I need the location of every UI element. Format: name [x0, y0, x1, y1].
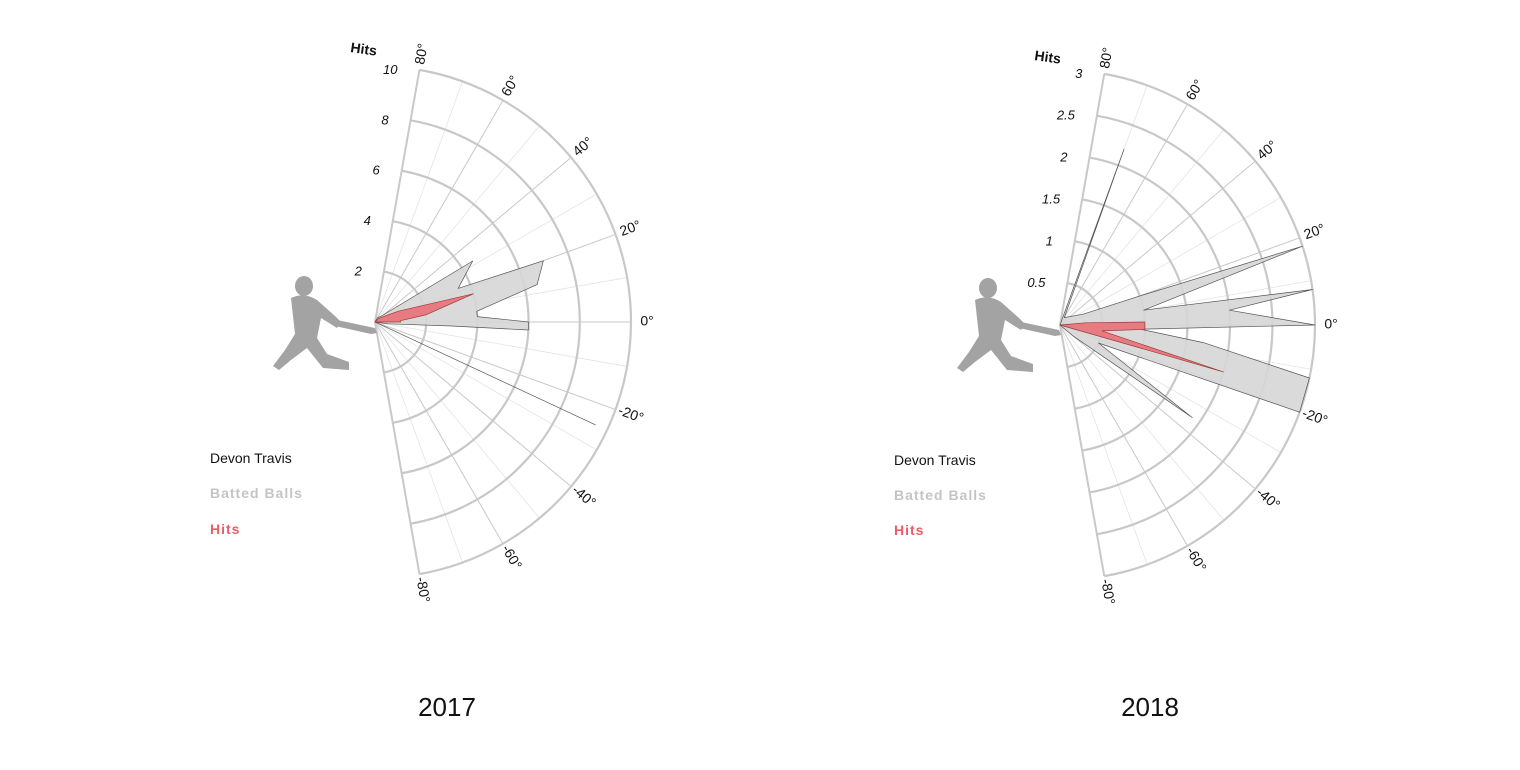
angle-tick-label: -40°	[569, 481, 599, 510]
grid-ring	[410, 119, 581, 525]
r-tick-label: 0.5	[1027, 275, 1046, 290]
series-batted-balls-area	[1059, 148, 1316, 418]
r-tick-label: 2	[354, 264, 363, 279]
series-batted-balls-area	[374, 260, 596, 426]
legend-batted-balls: Batted Balls	[210, 485, 303, 501]
grid-edge	[374, 321, 421, 575]
batter-silhouette-icon	[273, 276, 377, 370]
grid-spoke	[374, 321, 616, 411]
angle-tick-label: 20°	[1302, 220, 1327, 242]
angle-tick-label: 20°	[617, 217, 642, 239]
r-tick-label: 6	[372, 163, 380, 178]
grid-ring	[419, 68, 633, 576]
legend-hits: Hits	[210, 521, 240, 537]
angle-tick-label: -80°	[413, 576, 433, 604]
grid-edge	[1059, 324, 1106, 577]
series-layer	[374, 260, 596, 426]
series-hits-area	[1059, 321, 1224, 373]
grid-spoke	[374, 157, 572, 323]
r-tick-label: 2.5	[1056, 108, 1076, 123]
angle-tick-label: -60°	[499, 542, 526, 572]
chart-2018: 0.5 1 1.5 2 2.5 3 80° 60° 40° 20° 0° -20° -40° -60° -8…	[894, 46, 1338, 722]
legend-player: Devon Travis	[894, 452, 976, 468]
angle-tick-label: 60°	[1182, 76, 1206, 102]
grid-edge	[374, 69, 421, 323]
chart-2017: 2 4 6 8 10 80° 60° 40° 20° 0° -20° -40° -60° -80° Hit…	[210, 39, 654, 722]
r-tick-label: 3	[1075, 66, 1083, 81]
grid-edge	[1059, 73, 1106, 326]
r-tick-label: 2	[1059, 150, 1068, 165]
grid-spoke	[374, 321, 597, 451]
year-label: 2018	[1121, 692, 1179, 722]
r-tick-label: 4	[364, 213, 371, 228]
r-tick-label: 8	[381, 112, 389, 127]
legend-batted-balls: Batted Balls	[894, 487, 987, 503]
angle-tick-label: -20°	[616, 402, 646, 426]
angle-tick-label: -80°	[1098, 578, 1118, 606]
series-layer	[1059, 148, 1316, 418]
year-label: 2017	[418, 692, 476, 722]
angle-tick-label: 80°	[1096, 46, 1115, 70]
grid-spoke	[374, 81, 463, 323]
angle-tick-label: 40°	[1254, 137, 1281, 163]
angle-tick-label: 0°	[640, 313, 653, 329]
angle-tick-label: 0°	[1324, 316, 1337, 332]
grid-spoke	[374, 100, 504, 323]
grid-spoke	[374, 321, 504, 544]
r-axis-title: Hits	[1034, 47, 1063, 67]
r-axis-title: Hits	[350, 39, 379, 59]
angle-tick-label: 40°	[569, 133, 596, 159]
r-tick-label: 1.5	[1042, 191, 1061, 206]
angle-tick-label: -60°	[1183, 544, 1210, 574]
grid-spoke	[374, 321, 463, 563]
r-tick-label: 10	[383, 62, 398, 77]
angle-tick-label: -20°	[1300, 405, 1330, 429]
grid-spoke	[374, 321, 540, 519]
r-tick-label: 1	[1046, 233, 1053, 248]
legend-hits: Hits	[894, 522, 924, 538]
grid-spoke	[374, 321, 628, 367]
legend-player: Devon Travis	[210, 450, 292, 466]
angle-tick-label: 60°	[498, 73, 522, 99]
series-hits-area	[374, 293, 474, 323]
angle-tick-label: 80°	[411, 42, 430, 66]
grid-spoke	[374, 125, 540, 323]
batter-silhouette-icon	[957, 278, 1061, 372]
grid-spoke	[374, 321, 572, 487]
angle-tick-label: -40°	[1253, 484, 1283, 513]
